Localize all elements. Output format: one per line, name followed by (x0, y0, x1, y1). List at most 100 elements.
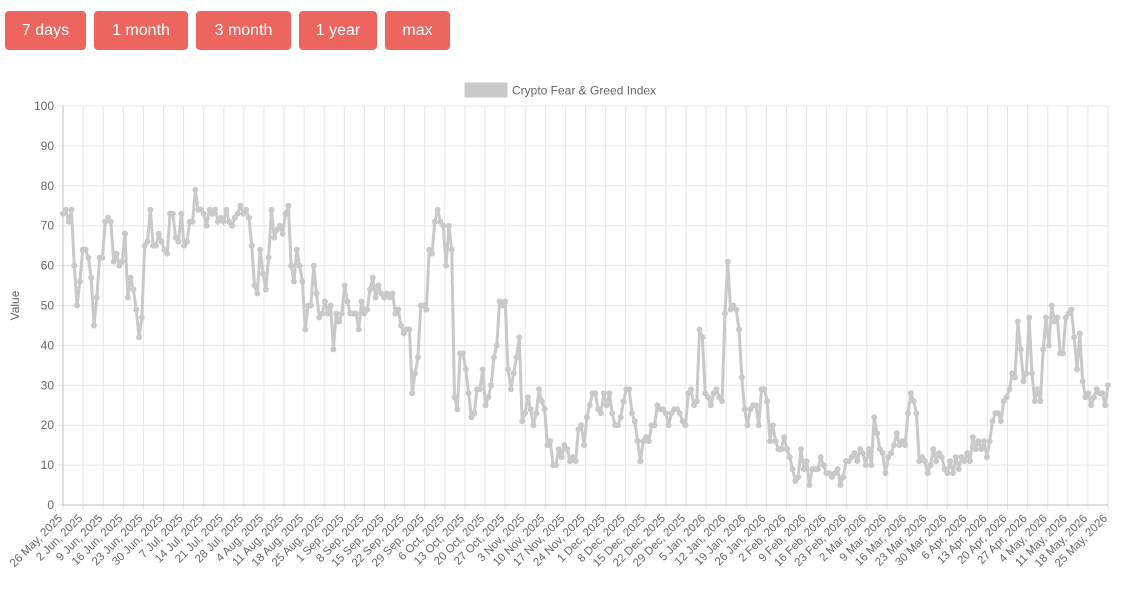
data-point[interactable] (817, 454, 824, 461)
data-point[interactable] (490, 354, 497, 361)
data-point[interactable] (797, 446, 804, 453)
data-point[interactable] (803, 458, 810, 465)
data-point[interactable] (738, 374, 745, 381)
data-point[interactable] (319, 310, 326, 317)
data-point[interactable] (451, 394, 458, 401)
data-point[interactable] (367, 286, 374, 293)
data-point[interactable] (412, 370, 419, 377)
data-point[interactable] (682, 422, 689, 429)
data-point[interactable] (606, 390, 613, 397)
data-point[interactable] (124, 294, 131, 301)
data-point[interactable] (324, 310, 331, 317)
data-point[interactable] (1054, 314, 1061, 321)
data-point[interactable] (465, 390, 472, 397)
data-point[interactable] (662, 410, 669, 417)
data-point[interactable] (285, 202, 292, 209)
data-point[interactable] (434, 206, 441, 213)
data-point[interactable] (541, 406, 548, 413)
data-point[interactable] (755, 422, 762, 429)
data-point[interactable] (944, 470, 951, 477)
data-point[interactable] (107, 218, 114, 225)
data-point[interactable] (485, 394, 492, 401)
data-point[interactable] (321, 298, 328, 305)
data-point[interactable] (933, 458, 940, 465)
data-point[interactable] (744, 422, 751, 429)
data-point[interactable] (459, 350, 466, 357)
data-point[interactable] (409, 390, 416, 397)
data-point[interactable] (1028, 370, 1035, 377)
data-point[interactable] (251, 282, 258, 289)
range-3-month-button[interactable]: 3 month (196, 11, 291, 50)
data-point[interactable] (724, 258, 731, 265)
data-point[interactable] (814, 466, 821, 473)
data-point[interactable] (950, 470, 957, 477)
data-point[interactable] (772, 438, 779, 445)
data-point[interactable] (890, 442, 897, 449)
data-point[interactable] (462, 366, 469, 373)
data-point[interactable] (871, 414, 878, 421)
data-point[interactable] (1020, 378, 1027, 385)
data-point[interactable] (296, 262, 303, 269)
data-point[interactable] (707, 402, 714, 409)
data-point[interactable] (834, 466, 841, 473)
data-point[interactable] (147, 206, 154, 213)
data-point[interactable] (879, 450, 886, 457)
data-point[interactable] (1079, 378, 1086, 385)
data-point[interactable] (212, 206, 219, 213)
data-point[interactable] (276, 222, 283, 229)
data-point[interactable] (975, 438, 982, 445)
range-7-days-button[interactable]: 7 days (5, 11, 86, 50)
data-point[interactable] (203, 222, 210, 229)
data-point[interactable] (423, 306, 430, 313)
data-point[interactable] (265, 254, 272, 261)
data-point[interactable] (952, 454, 959, 461)
data-point[interactable] (352, 310, 359, 317)
data-point[interactable] (448, 246, 455, 253)
data-point[interactable] (1071, 334, 1078, 341)
data-point[interactable] (90, 322, 97, 329)
data-point[interactable] (507, 386, 514, 393)
data-point[interactable] (676, 410, 683, 417)
data-point[interactable] (178, 210, 185, 217)
data-point[interactable] (1014, 318, 1021, 325)
data-point[interactable] (443, 262, 450, 269)
data-point[interactable] (85, 254, 92, 261)
data-point[interactable] (519, 418, 526, 425)
data-point[interactable] (603, 402, 610, 409)
data-point[interactable] (234, 210, 241, 217)
data-point[interactable] (947, 458, 954, 465)
data-point[interactable] (330, 346, 337, 353)
data-point[interactable] (65, 218, 72, 225)
data-point[interactable] (88, 274, 95, 281)
data-point[interactable] (972, 446, 979, 453)
data-point[interactable] (859, 450, 866, 457)
data-point[interactable] (1059, 350, 1066, 357)
data-point[interactable] (806, 482, 813, 489)
data-point[interactable] (271, 234, 278, 241)
data-point[interactable] (428, 250, 435, 257)
range-1-year-button[interactable]: 1 year (299, 11, 377, 50)
data-point[interactable] (440, 222, 447, 229)
data-point[interactable] (837, 482, 844, 489)
data-point[interactable] (290, 278, 297, 285)
data-point[interactable] (620, 398, 627, 405)
data-point[interactable] (527, 406, 534, 413)
data-point[interactable] (783, 446, 790, 453)
data-point[interactable] (513, 354, 520, 361)
data-point[interactable] (138, 314, 145, 321)
data-point[interactable] (736, 326, 743, 333)
data-point[interactable] (223, 206, 230, 213)
data-point[interactable] (634, 438, 641, 445)
data-point[interactable] (854, 458, 861, 465)
data-point[interactable] (130, 286, 137, 293)
data-point[interactable] (752, 402, 759, 409)
data-point[interactable] (279, 230, 286, 237)
data-point[interactable] (862, 462, 869, 469)
data-point[interactable] (1099, 390, 1106, 397)
data-point[interactable] (510, 370, 517, 377)
data-point[interactable] (564, 446, 571, 453)
data-point[interactable] (1102, 402, 1109, 409)
data-point[interactable] (169, 210, 176, 217)
data-point[interactable] (910, 398, 917, 405)
data-point[interactable] (699, 334, 706, 341)
